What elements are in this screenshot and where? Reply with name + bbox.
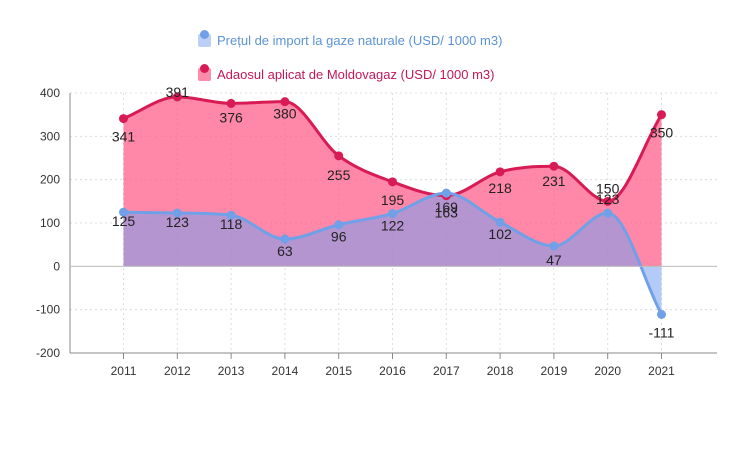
legend-swatch-import-price bbox=[198, 30, 211, 47]
point-moldovagaz-markup bbox=[334, 151, 344, 161]
point-moldovagaz-markup bbox=[549, 161, 559, 171]
point-import-price bbox=[441, 188, 451, 198]
y-tick-label: 300 bbox=[40, 129, 60, 143]
legend-item-import-price[interactable]: Prețul de import la gaze naturale (USD/ … bbox=[198, 30, 503, 48]
data-label-import-price: 169 bbox=[435, 199, 459, 215]
point-import-price bbox=[549, 241, 559, 251]
data-label-import-price: 125 bbox=[112, 213, 136, 229]
point-moldovagaz-markup bbox=[495, 167, 505, 177]
point-import-price bbox=[603, 208, 613, 218]
point-import-price bbox=[119, 207, 128, 217]
x-tick-label: 2013 bbox=[218, 364, 245, 378]
y-tick-label: -200 bbox=[36, 346, 60, 360]
data-label-moldovagaz-markup: 163 bbox=[435, 205, 459, 221]
data-label-moldovagaz-markup: 376 bbox=[219, 109, 243, 125]
data-label-moldovagaz-markup: 350 bbox=[650, 125, 674, 141]
chart-points bbox=[119, 92, 666, 319]
x-tick-label: 2011 bbox=[111, 364, 137, 378]
area-moldovagaz-markup bbox=[123, 96, 662, 267]
data-label-import-price: 123 bbox=[596, 191, 620, 207]
data-label-import-price: 102 bbox=[488, 226, 512, 242]
data-label-import-price: 63 bbox=[277, 243, 293, 259]
data-label-moldovagaz-markup: 150 bbox=[596, 180, 620, 196]
legend-item-moldovagaz-markup[interactable]: Adaosul aplicat de Moldovagaz (USD/ 1000… bbox=[198, 64, 495, 82]
data-label-import-price: 118 bbox=[220, 216, 243, 232]
x-tick-label: 2012 bbox=[164, 364, 191, 378]
x-tick-label: 2017 bbox=[433, 364, 460, 378]
point-import-price bbox=[495, 217, 505, 227]
point-import-price bbox=[388, 208, 397, 218]
line-import-price bbox=[123, 191, 663, 316]
data-label-moldovagaz-markup: 231 bbox=[542, 173, 566, 189]
point-import-price bbox=[334, 220, 344, 230]
point-moldovagaz-markup bbox=[657, 110, 666, 120]
data-label-moldovagaz-markup: 195 bbox=[381, 192, 405, 208]
y-tick-label: 100 bbox=[40, 216, 60, 230]
y-tick-label: 400 bbox=[40, 86, 60, 100]
point-import-price bbox=[172, 208, 182, 218]
point-import-price bbox=[226, 210, 236, 220]
data-label-moldovagaz-markup: 255 bbox=[327, 167, 351, 183]
chart-value-labels: 125 123 118 63 96 122 169 102 47 123 -111 341 391 376… bbox=[112, 84, 675, 341]
legend-swatch-moldovagaz-markup bbox=[198, 64, 211, 81]
x-tick-label: 2019 bbox=[541, 364, 568, 378]
point-moldovagaz-markup bbox=[119, 114, 128, 124]
data-label-moldovagaz-markup: 391 bbox=[166, 84, 190, 100]
point-import-price bbox=[657, 309, 666, 319]
data-label-import-price: 122 bbox=[381, 217, 405, 233]
point-import-price bbox=[280, 234, 290, 244]
point-moldovagaz-markup bbox=[603, 196, 613, 206]
point-moldovagaz-markup bbox=[226, 98, 236, 108]
legend-label-moldovagaz-markup: Adaosul aplicat de Moldovagaz (USD/ 1000… bbox=[217, 67, 495, 82]
chart-axes: -200 -100 0 100 200 300 400 2011 2012 2013 2014 201… bbox=[36, 86, 717, 378]
legend-label-import-price: Prețul de import la gaze naturale (USD/ … bbox=[217, 33, 503, 48]
data-label-import-price: 96 bbox=[331, 229, 347, 245]
data-label-import-price: 47 bbox=[546, 252, 562, 268]
data-label-moldovagaz-markup: 380 bbox=[273, 106, 297, 122]
x-tick-label: 2016 bbox=[379, 364, 406, 378]
x-tick-label: 2014 bbox=[272, 364, 299, 378]
x-tick-label: 2021 bbox=[648, 364, 675, 378]
point-moldovagaz-markup bbox=[388, 177, 397, 187]
data-label-moldovagaz-markup: 218 bbox=[488, 180, 512, 196]
area-import-price bbox=[123, 193, 662, 315]
data-label-import-price: -111 bbox=[649, 324, 675, 340]
y-tick-label: 200 bbox=[40, 173, 60, 187]
x-tick-label: 2018 bbox=[487, 364, 514, 378]
y-tick-label: -100 bbox=[36, 303, 60, 317]
y-tick-label: 0 bbox=[53, 259, 60, 273]
point-moldovagaz-markup bbox=[280, 97, 290, 107]
x-tick-label: 2015 bbox=[325, 364, 352, 378]
point-moldovagaz-markup bbox=[172, 92, 182, 102]
chart-areas bbox=[123, 96, 662, 315]
data-label-moldovagaz-markup: 341 bbox=[112, 129, 136, 145]
data-label-import-price: 123 bbox=[166, 214, 190, 230]
x-tick-label: 2020 bbox=[594, 364, 621, 378]
